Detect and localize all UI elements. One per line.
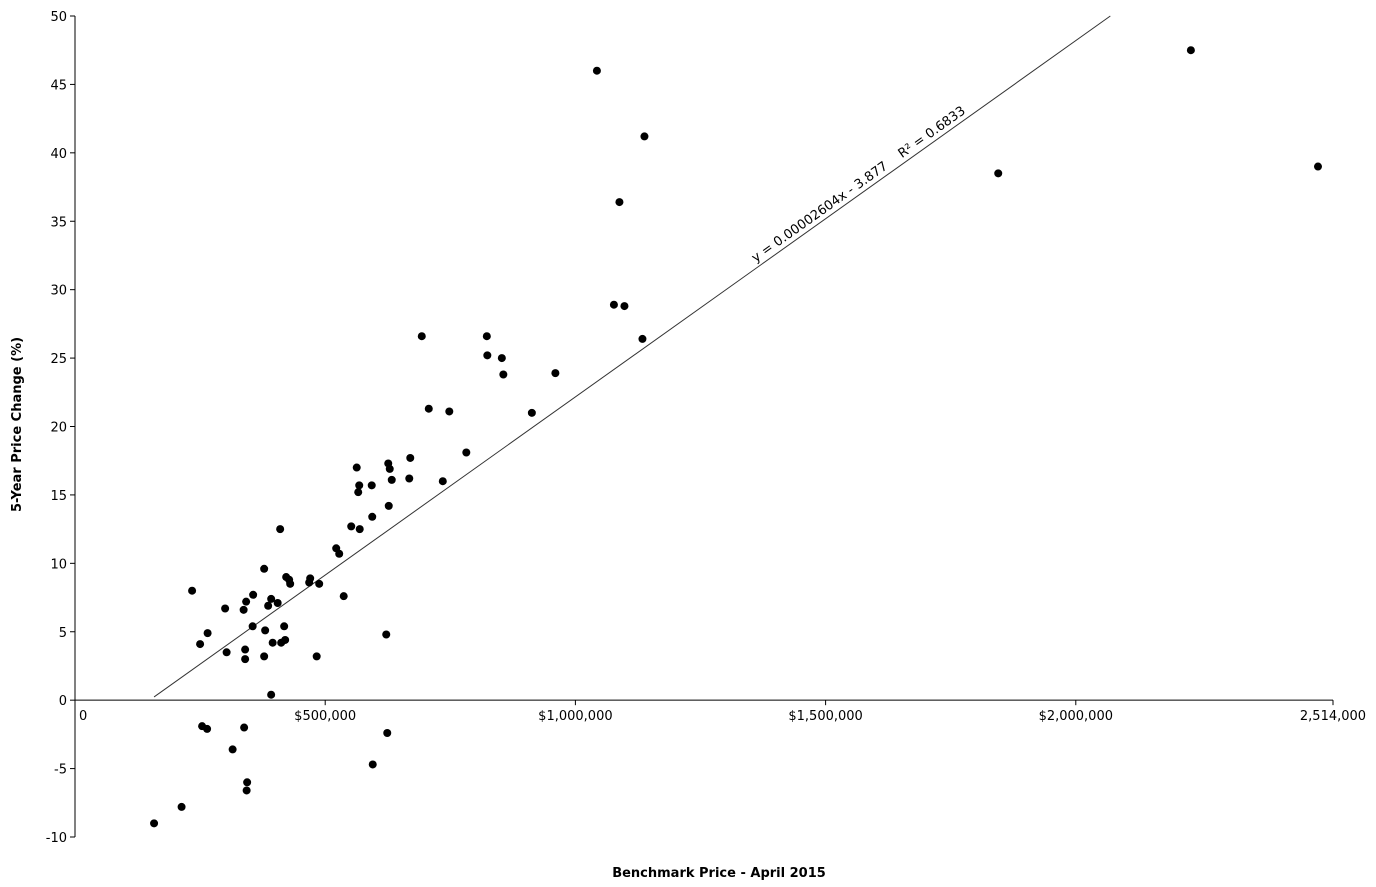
- data-point: [280, 622, 289, 631]
- data-point: [241, 645, 250, 654]
- data-point: [203, 724, 212, 733]
- data-point: [315, 579, 324, 588]
- data-point: [203, 629, 212, 638]
- data-point: [281, 635, 290, 644]
- data-point: [424, 404, 433, 413]
- data-point: [462, 448, 471, 457]
- y-tick-label: 15: [50, 489, 67, 504]
- data-point: [383, 729, 392, 738]
- data-point: [620, 302, 629, 311]
- data-point: [242, 597, 251, 606]
- y-tick-label: 45: [50, 78, 67, 93]
- data-point: [592, 66, 601, 75]
- data-point: [150, 819, 159, 828]
- y-tick-label: 20: [50, 421, 67, 436]
- data-point: [497, 354, 506, 363]
- data-point: [385, 464, 394, 473]
- data-point: [1186, 46, 1195, 55]
- axes-group: [74, 16, 1333, 837]
- data-point: [382, 630, 391, 639]
- data-point: [286, 579, 295, 588]
- data-point: [273, 599, 282, 608]
- data-point: [276, 525, 285, 534]
- data-point: [483, 351, 492, 360]
- y-tick-label: 5: [59, 626, 67, 641]
- data-point: [339, 592, 348, 601]
- data-point: [609, 300, 618, 309]
- y-tick-label: -5: [54, 763, 67, 778]
- data-point: [243, 778, 252, 787]
- data-point: [1313, 162, 1322, 171]
- data-point: [240, 723, 249, 732]
- x-axis-ticks: 0 $500,000 $1,000,000 $1,500,000 $2,000,000 2…: [74, 700, 1366, 724]
- data-point: [367, 481, 376, 490]
- data-point: [482, 332, 491, 341]
- data-point: [260, 564, 269, 573]
- data-point: [267, 594, 276, 603]
- data-point: [445, 407, 454, 416]
- y-tick-label: 10: [50, 557, 67, 572]
- data-point: [267, 690, 276, 699]
- data-point: [527, 408, 536, 417]
- data-point: [249, 590, 258, 599]
- y-tick-label: 0: [59, 694, 67, 709]
- data-point: [242, 786, 251, 795]
- data-point: [312, 652, 321, 661]
- data-point: [551, 369, 560, 378]
- data-point: [248, 622, 257, 631]
- x-tick-label: 0: [79, 709, 87, 724]
- data-point: [438, 477, 447, 486]
- x-tick-label: 2,514,000: [1300, 709, 1366, 724]
- data-point: [354, 488, 363, 497]
- data-point: [196, 640, 205, 649]
- data-point: [241, 655, 250, 664]
- data-point: [335, 549, 344, 558]
- data-point: [228, 745, 237, 754]
- x-tick-label: $1,000,000: [538, 709, 612, 724]
- trendline-equation: y = 0.00002604x - 3.877 R² = 0.6833: [749, 104, 968, 266]
- data-point: [640, 132, 649, 141]
- data-point: [355, 525, 364, 534]
- y-axis-title: 5-Year Price Change (%): [10, 337, 25, 512]
- data-point: [188, 586, 197, 595]
- y-tick-label: 40: [50, 147, 67, 162]
- data-point: [264, 601, 273, 610]
- data-point: [405, 474, 414, 483]
- data-point: [177, 802, 186, 811]
- x-tick-label: $500,000: [294, 709, 356, 724]
- data-point: [387, 475, 396, 484]
- data-point: [368, 512, 377, 521]
- data-point: [261, 626, 270, 635]
- y-tick-label: 30: [50, 284, 67, 299]
- data-point: [239, 605, 248, 614]
- data-point: [306, 574, 315, 583]
- data-point: [268, 638, 277, 647]
- data-points: [150, 46, 1322, 828]
- y-tick-label: -10: [46, 831, 67, 846]
- y-axis-ticks: -10 -5 0 5 10 15 20 25 30 35 40 45 50: [46, 10, 75, 846]
- data-point: [615, 198, 624, 207]
- data-point: [638, 334, 647, 343]
- trendline: [153, 15, 1111, 698]
- data-point: [406, 453, 415, 462]
- y-tick-label: 50: [50, 10, 67, 25]
- data-point: [417, 332, 426, 341]
- x-tick-label: $1,500,000: [788, 709, 862, 724]
- data-point: [221, 604, 230, 613]
- x-axis-title: Benchmark Price - April 2015: [612, 866, 826, 881]
- y-tick-label: 25: [50, 352, 67, 367]
- data-point: [222, 648, 231, 657]
- data-point: [347, 522, 356, 531]
- data-point: [499, 370, 508, 379]
- data-point: [352, 463, 361, 472]
- data-point: [368, 760, 377, 769]
- x-tick-label: $2,000,000: [1039, 709, 1113, 724]
- data-point: [384, 501, 393, 510]
- data-point: [355, 481, 364, 490]
- data-point: [260, 652, 269, 661]
- data-point: [994, 169, 1003, 178]
- y-tick-label: 35: [50, 215, 67, 230]
